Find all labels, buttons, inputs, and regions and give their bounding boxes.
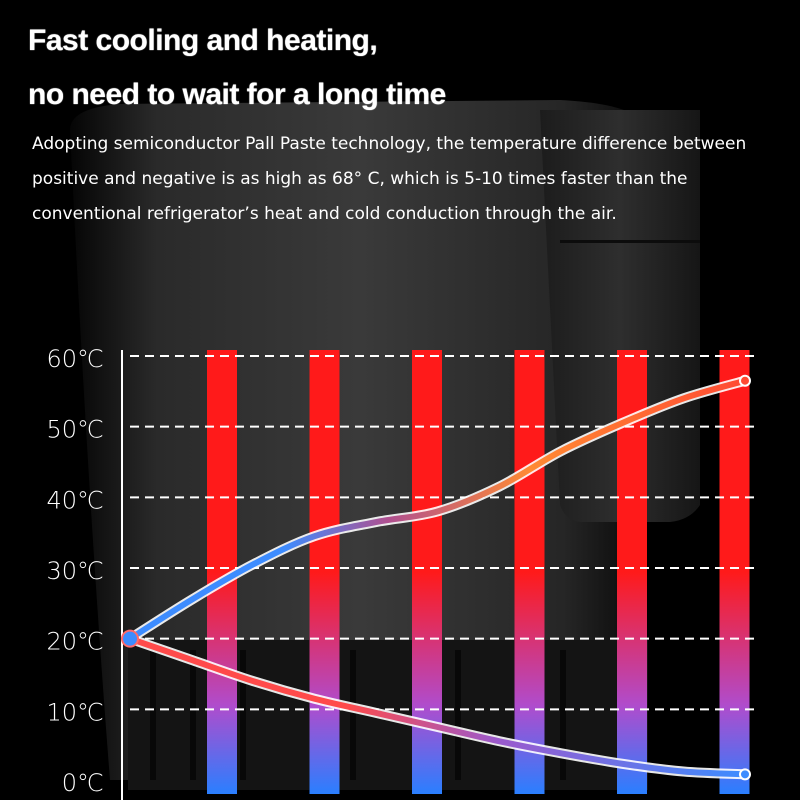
y-tick-label: 50℃ [47,416,105,444]
temperature-bar [719,350,750,794]
temperature-bar [514,350,545,794]
y-tick-label: 10℃ [47,698,105,726]
heating-curve [127,377,748,642]
cooling-curve-end-point [739,768,751,781]
headline-line-1: Fast cooling and heating, [28,24,378,57]
description-paragraph: Adopting semiconductor Pall Paste techno… [32,134,747,224]
heating-curve-end-point [739,374,751,387]
y-tick-label: 30℃ [47,557,105,585]
y-tick-label: 60℃ [47,345,105,373]
headline-line-2: no need to wait for a long time [28,78,446,111]
y-tick-label: 40℃ [47,486,105,514]
cooling-curve [127,635,748,778]
y-tick-label: 20℃ [47,628,105,656]
y-tick-label: 0℃ [62,769,104,797]
temperature-bar [309,350,340,794]
start-point [121,629,139,648]
